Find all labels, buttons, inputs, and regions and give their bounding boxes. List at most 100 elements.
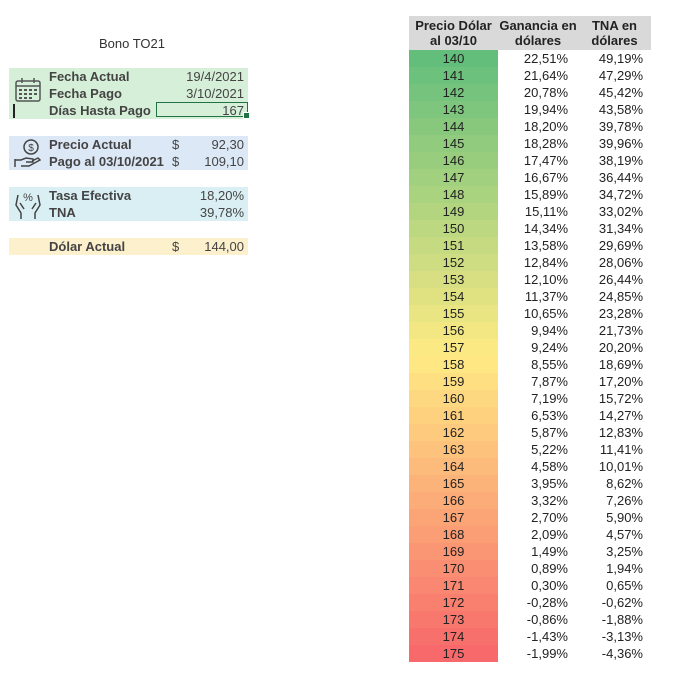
tna-cell[interactable]: 24,85% — [598, 289, 643, 304]
table-row[interactable]: 156 9,94% 21,73% — [409, 322, 651, 339]
precio-cell[interactable]: 152 — [409, 254, 498, 271]
precio-cell[interactable]: 172 — [409, 594, 498, 611]
table-row[interactable]: 163 5,22% 11,41% — [409, 441, 651, 458]
ganancia-cell[interactable]: 21,64% — [523, 68, 568, 83]
table-row[interactable]: 149 15,11% 33,02% — [409, 203, 651, 220]
ganancia-cell[interactable]: 18,28% — [523, 136, 568, 151]
dolar-actual-row[interactable]: Dólar Actual $ 144,00 — [9, 238, 248, 255]
tna-cell[interactable]: 28,06% — [598, 255, 643, 270]
tna-cell[interactable]: 36,44% — [598, 170, 643, 185]
ganancia-cell[interactable]: 2,70% — [531, 510, 568, 525]
ganancia-cell[interactable]: 16,67% — [523, 170, 568, 185]
selected-cell[interactable] — [156, 102, 250, 119]
header-ganancia[interactable]: Ganancia en dólares — [499, 18, 577, 48]
precio-cell[interactable]: 154 — [409, 288, 498, 305]
tna-cell[interactable]: 4,57% — [606, 527, 643, 542]
fecha-pago-row[interactable]: Fecha Pago 3/10/2021 — [9, 85, 248, 102]
precio-cell[interactable]: 157 — [409, 339, 498, 356]
table-row[interactable]: 140 22,51% 49,19% — [409, 50, 651, 67]
table-row[interactable]: 154 11,37% 24,85% — [409, 288, 651, 305]
ganancia-cell[interactable]: 13,58% — [523, 238, 568, 253]
ganancia-cell[interactable]: 20,78% — [523, 85, 568, 100]
precio-cell[interactable]: 174 — [409, 628, 498, 645]
table-row[interactable]: 144 18,20% 39,78% — [409, 118, 651, 135]
tna-cell[interactable]: 34,72% — [598, 187, 643, 202]
tasa-efectiva-value[interactable]: 18,20% — [199, 188, 244, 203]
ganancia-cell[interactable]: 3,95% — [531, 476, 568, 491]
table-row[interactable]: 158 8,55% 18,69% — [409, 356, 651, 373]
precio-cell[interactable]: 168 — [409, 526, 498, 543]
precio-cell[interactable]: 171 — [409, 577, 498, 594]
tna-value[interactable]: 39,78% — [199, 205, 244, 220]
precio-cell[interactable]: 169 — [409, 543, 498, 560]
ganancia-cell[interactable]: 12,84% — [523, 255, 568, 270]
dias-hasta-pago-value[interactable]: 167 — [222, 103, 244, 118]
precio-actual-value[interactable]: 92,30 — [211, 137, 244, 152]
precio-cell[interactable]: 167 — [409, 509, 498, 526]
dolar-actual-value[interactable]: 144,00 — [204, 239, 244, 254]
tna-row[interactable]: TNA 39,78% — [9, 204, 248, 221]
fecha-actual-row[interactable]: Fecha Actual 19/4/2021 — [9, 68, 248, 85]
ganancia-cell[interactable]: 5,87% — [531, 425, 568, 440]
table-row[interactable]: 143 19,94% 43,58% — [409, 101, 651, 118]
ganancia-cell[interactable]: 18,20% — [523, 119, 568, 134]
ganancia-cell[interactable]: 4,58% — [531, 459, 568, 474]
tna-cell[interactable]: -3,13% — [601, 629, 643, 644]
tna-cell[interactable]: 17,20% — [598, 374, 643, 389]
ganancia-cell[interactable]: -1,43% — [526, 629, 568, 644]
precio-cell[interactable]: 141 — [409, 67, 498, 84]
tna-cell[interactable]: 8,62% — [606, 476, 643, 491]
table-row[interactable]: 159 7,87% 17,20% — [409, 373, 651, 390]
tna-cell[interactable]: 39,78% — [598, 119, 643, 134]
tna-cell[interactable]: 20,20% — [598, 340, 643, 355]
table-row[interactable]: 153 12,10% 26,44% — [409, 271, 651, 288]
table-row[interactable]: 171 0,30% 0,65% — [409, 577, 651, 594]
table-row[interactable]: 157 9,24% 20,20% — [409, 339, 651, 356]
tna-cell[interactable]: 21,73% — [598, 323, 643, 338]
precio-cell[interactable]: 166 — [409, 492, 498, 509]
precio-cell[interactable]: 148 — [409, 186, 498, 203]
tna-cell[interactable]: 38,19% — [598, 153, 643, 168]
dias-hasta-pago-row[interactable]: Días Hasta Pago 167 — [9, 102, 250, 119]
ganancia-cell[interactable]: 0,89% — [531, 561, 568, 576]
precio-cell[interactable]: 158 — [409, 356, 498, 373]
tna-cell[interactable]: 43,58% — [598, 102, 643, 117]
precio-cell[interactable]: 142 — [409, 84, 498, 101]
header-tna[interactable]: TNA en dólares — [591, 18, 638, 48]
precio-cell[interactable]: 151 — [409, 237, 498, 254]
precio-cell[interactable]: 163 — [409, 441, 498, 458]
precio-cell[interactable]: 170 — [409, 560, 498, 577]
ganancia-cell[interactable]: 11,37% — [524, 289, 568, 304]
table-row[interactable]: 174 -1,43% -3,13% — [409, 628, 651, 645]
table-row[interactable]: 145 18,28% 39,96% — [409, 135, 651, 152]
ganancia-cell[interactable]: 9,24% — [531, 340, 568, 355]
ganancia-cell[interactable]: 12,10% — [523, 272, 568, 287]
fill-handle[interactable] — [243, 112, 250, 119]
ganancia-cell[interactable]: 7,19% — [531, 391, 568, 406]
ganancia-cell[interactable]: 15,11% — [524, 204, 568, 219]
table-row[interactable]: 162 5,87% 12,83% — [409, 424, 651, 441]
precio-cell[interactable]: 147 — [409, 169, 498, 186]
ganancia-cell[interactable]: 7,87% — [531, 374, 568, 389]
table-row[interactable]: 155 10,65% 23,28% — [409, 305, 651, 322]
tasa-efectiva-row[interactable]: Tasa Efectiva 18,20% — [9, 187, 248, 204]
tna-cell[interactable]: 7,26% — [606, 493, 643, 508]
tna-cell[interactable]: 0,65% — [606, 578, 643, 593]
ganancia-cell[interactable]: 2,09% — [531, 527, 568, 542]
table-row[interactable]: 152 12,84% 28,06% — [409, 254, 651, 271]
table-row[interactable]: 165 3,95% 8,62% — [409, 475, 651, 492]
precio-cell[interactable]: 156 — [409, 322, 498, 339]
tna-cell[interactable]: 15,72% — [598, 391, 643, 406]
table-row[interactable]: 172 -0,28% -0,62% — [409, 594, 651, 611]
ganancia-cell[interactable]: 17,47% — [523, 153, 568, 168]
tna-cell[interactable]: 14,27% — [598, 408, 643, 423]
precio-cell[interactable]: 160 — [409, 390, 498, 407]
ganancia-cell[interactable]: 15,89% — [523, 187, 568, 202]
precio-cell[interactable]: 140 — [409, 50, 498, 67]
table-row[interactable]: 161 6,53% 14,27% — [409, 407, 651, 424]
precio-cell[interactable]: 165 — [409, 475, 498, 492]
precio-cell[interactable]: 149 — [409, 203, 498, 220]
precio-cell[interactable]: 153 — [409, 271, 498, 288]
ganancia-cell[interactable]: -0,28% — [526, 595, 568, 610]
precio-cell[interactable]: 143 — [409, 101, 498, 118]
